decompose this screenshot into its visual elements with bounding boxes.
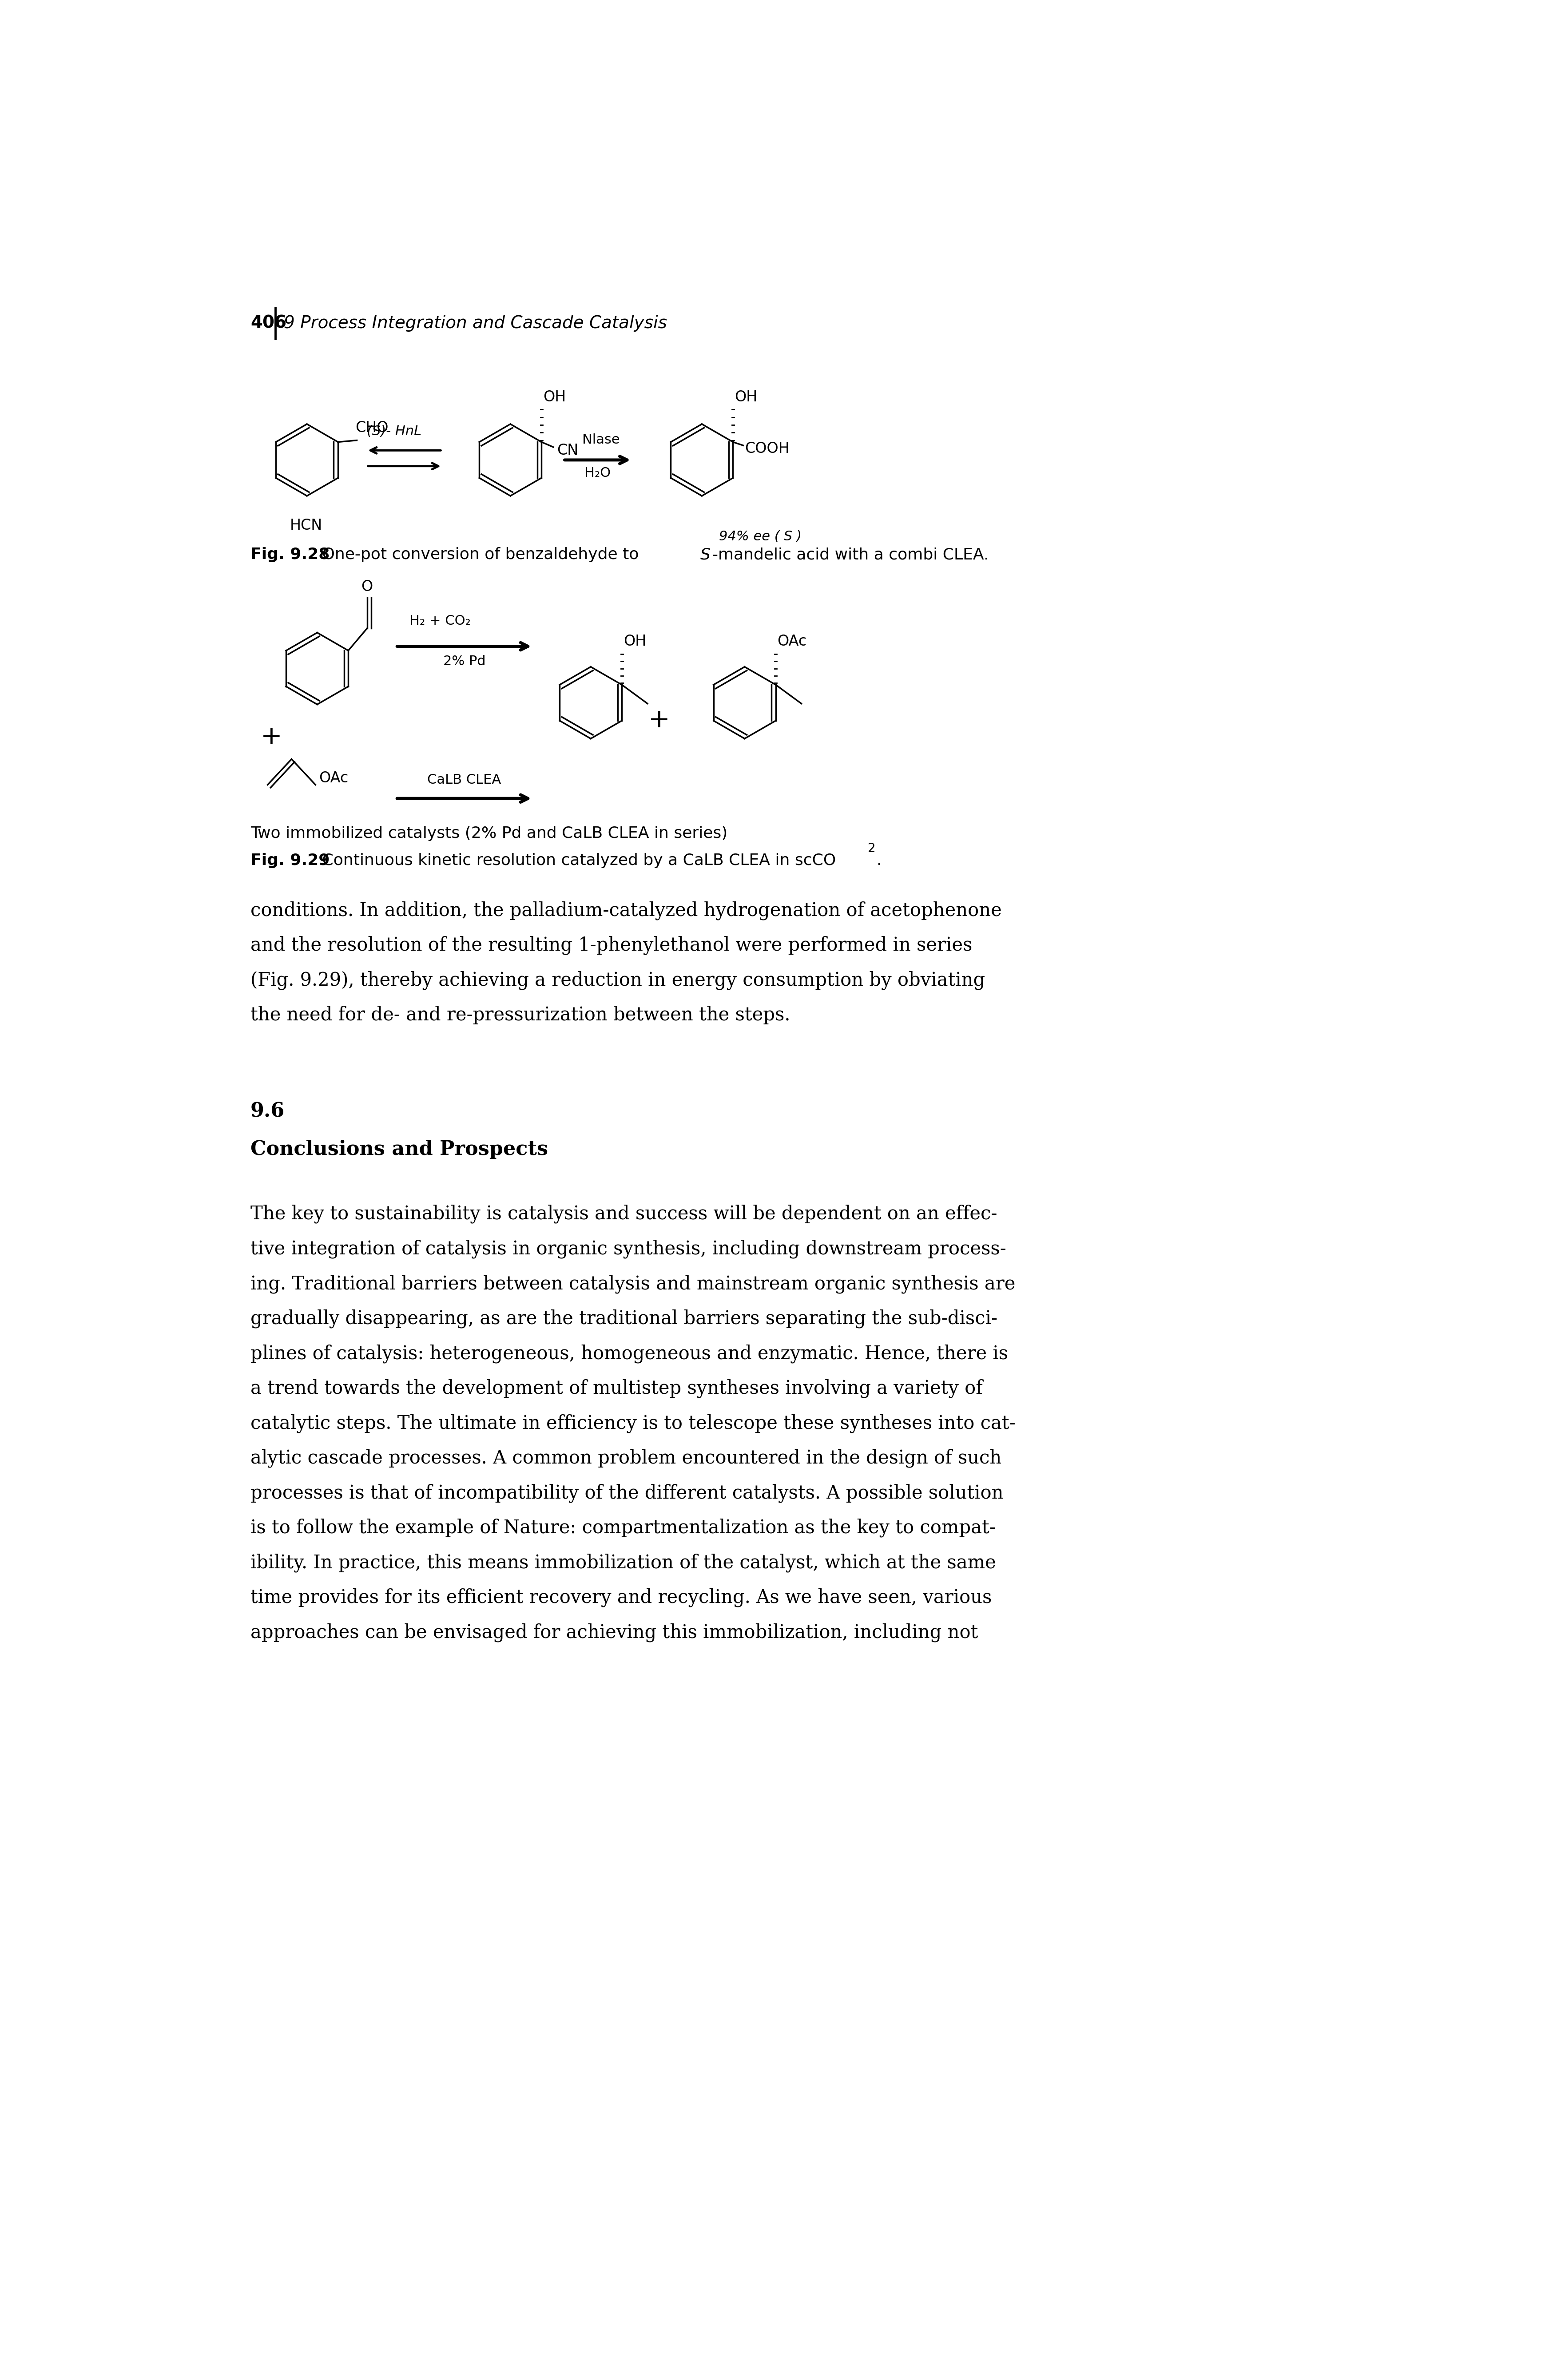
Text: Two immobilized catalysts (2% Pd and CaLB CLEA in series): Two immobilized catalysts (2% Pd and CaL… [251,826,728,840]
Text: is to follow the example of Nature: compartmentalization as the key to compat-: is to follow the example of Nature: comp… [251,1518,996,1537]
Text: S: S [700,547,711,562]
Text: One-pot conversion of benzaldehyde to: One-pot conversion of benzaldehyde to [318,547,644,562]
Text: gradually disappearing, as are the traditional barriers separating the sub-disci: gradually disappearing, as are the tradi… [251,1309,998,1328]
Text: H₂O: H₂O [584,466,610,481]
Text: approaches can be envisaged for achieving this immobilization, including not: approaches can be envisaged for achievin… [251,1623,977,1642]
Text: Fig. 9.28: Fig. 9.28 [251,547,330,562]
Text: Fig. 9.29: Fig. 9.29 [251,852,330,869]
Text: a trend towards the development of multistep syntheses involving a variety of: a trend towards the development of multi… [251,1378,982,1397]
Text: the need for de- and re-pressurization between the steps.: the need for de- and re-pressurization b… [251,1007,790,1023]
Text: OH: OH [624,633,646,650]
Text: OAc: OAc [778,633,807,650]
Text: H₂ + CO₂: H₂ + CO₂ [409,614,471,628]
Text: COOH: COOH [745,443,790,457]
Text: tive integration of catalysis in organic synthesis, including downstream process: tive integration of catalysis in organic… [251,1240,1007,1259]
Text: (S)- HnL: (S)- HnL [367,426,421,438]
Text: 9 Process Integration and Cascade Catalysis: 9 Process Integration and Cascade Cataly… [283,314,668,331]
Text: ing. Traditional barriers between catalysis and mainstream organic synthesis are: ing. Traditional barriers between cataly… [251,1273,1016,1292]
Text: Continuous kinetic resolution catalyzed by a CaLB CLEA in scCO: Continuous kinetic resolution catalyzed … [318,852,836,869]
Text: .: . [877,852,881,869]
Text: Conclusions and Prospects: Conclusions and Prospects [251,1140,548,1159]
Text: Nlase: Nlase [582,433,620,447]
Text: CN: CN [558,443,578,457]
Text: 406: 406 [251,314,287,331]
Text: 94% ee (  S  ): 94% ee ( S ) [719,531,802,543]
Text: and the resolution of the resulting 1-phenylethanol were performed in series: and the resolution of the resulting 1-ph… [251,935,973,954]
Text: OH: OH [544,390,565,405]
Text: 2: 2 [867,843,875,854]
Text: HCN: HCN [290,519,322,533]
Text: 2% Pd: 2% Pd [443,655,485,669]
Text: conditions. In addition, the palladium-catalyzed hydrogenation of acetophenone: conditions. In addition, the palladium-c… [251,902,1002,921]
Text: processes is that of incompatibility of the different catalysts. A possible solu: processes is that of incompatibility of … [251,1483,1004,1502]
Text: +: + [260,724,282,750]
Text: time provides for its efficient recovery and recycling. As we have seen, various: time provides for its efficient recovery… [251,1587,991,1607]
Text: alytic cascade processes. A common problem encountered in the design of such: alytic cascade processes. A common probl… [251,1449,1002,1468]
Text: CaLB CLEA: CaLB CLEA [428,774,502,785]
Text: 9.6: 9.6 [251,1102,285,1121]
Text: ibility. In practice, this means immobilization of the catalyst, which at the sa: ibility. In practice, this means immobil… [251,1554,996,1573]
Text: catalytic steps. The ultimate in efficiency is to telescope these syntheses into: catalytic steps. The ultimate in efficie… [251,1414,1016,1433]
Text: The key to sustainability is catalysis and success will be dependent on an effec: The key to sustainability is catalysis a… [251,1204,998,1223]
Text: +: + [649,707,671,733]
Text: plines of catalysis: heterogeneous, homogeneous and enzymatic. Hence, there is: plines of catalysis: heterogeneous, homo… [251,1345,1008,1364]
Text: CHO: CHO [355,421,389,436]
Text: -mandelic acid with a combi CLEA.: -mandelic acid with a combi CLEA. [713,547,988,562]
Text: (Fig. 9.29), thereby achieving a reduction in energy consumption by obviating: (Fig. 9.29), thereby achieving a reducti… [251,971,985,990]
Text: O: O [361,578,373,595]
Text: OAc: OAc [319,771,349,785]
Text: OH: OH [734,390,757,405]
